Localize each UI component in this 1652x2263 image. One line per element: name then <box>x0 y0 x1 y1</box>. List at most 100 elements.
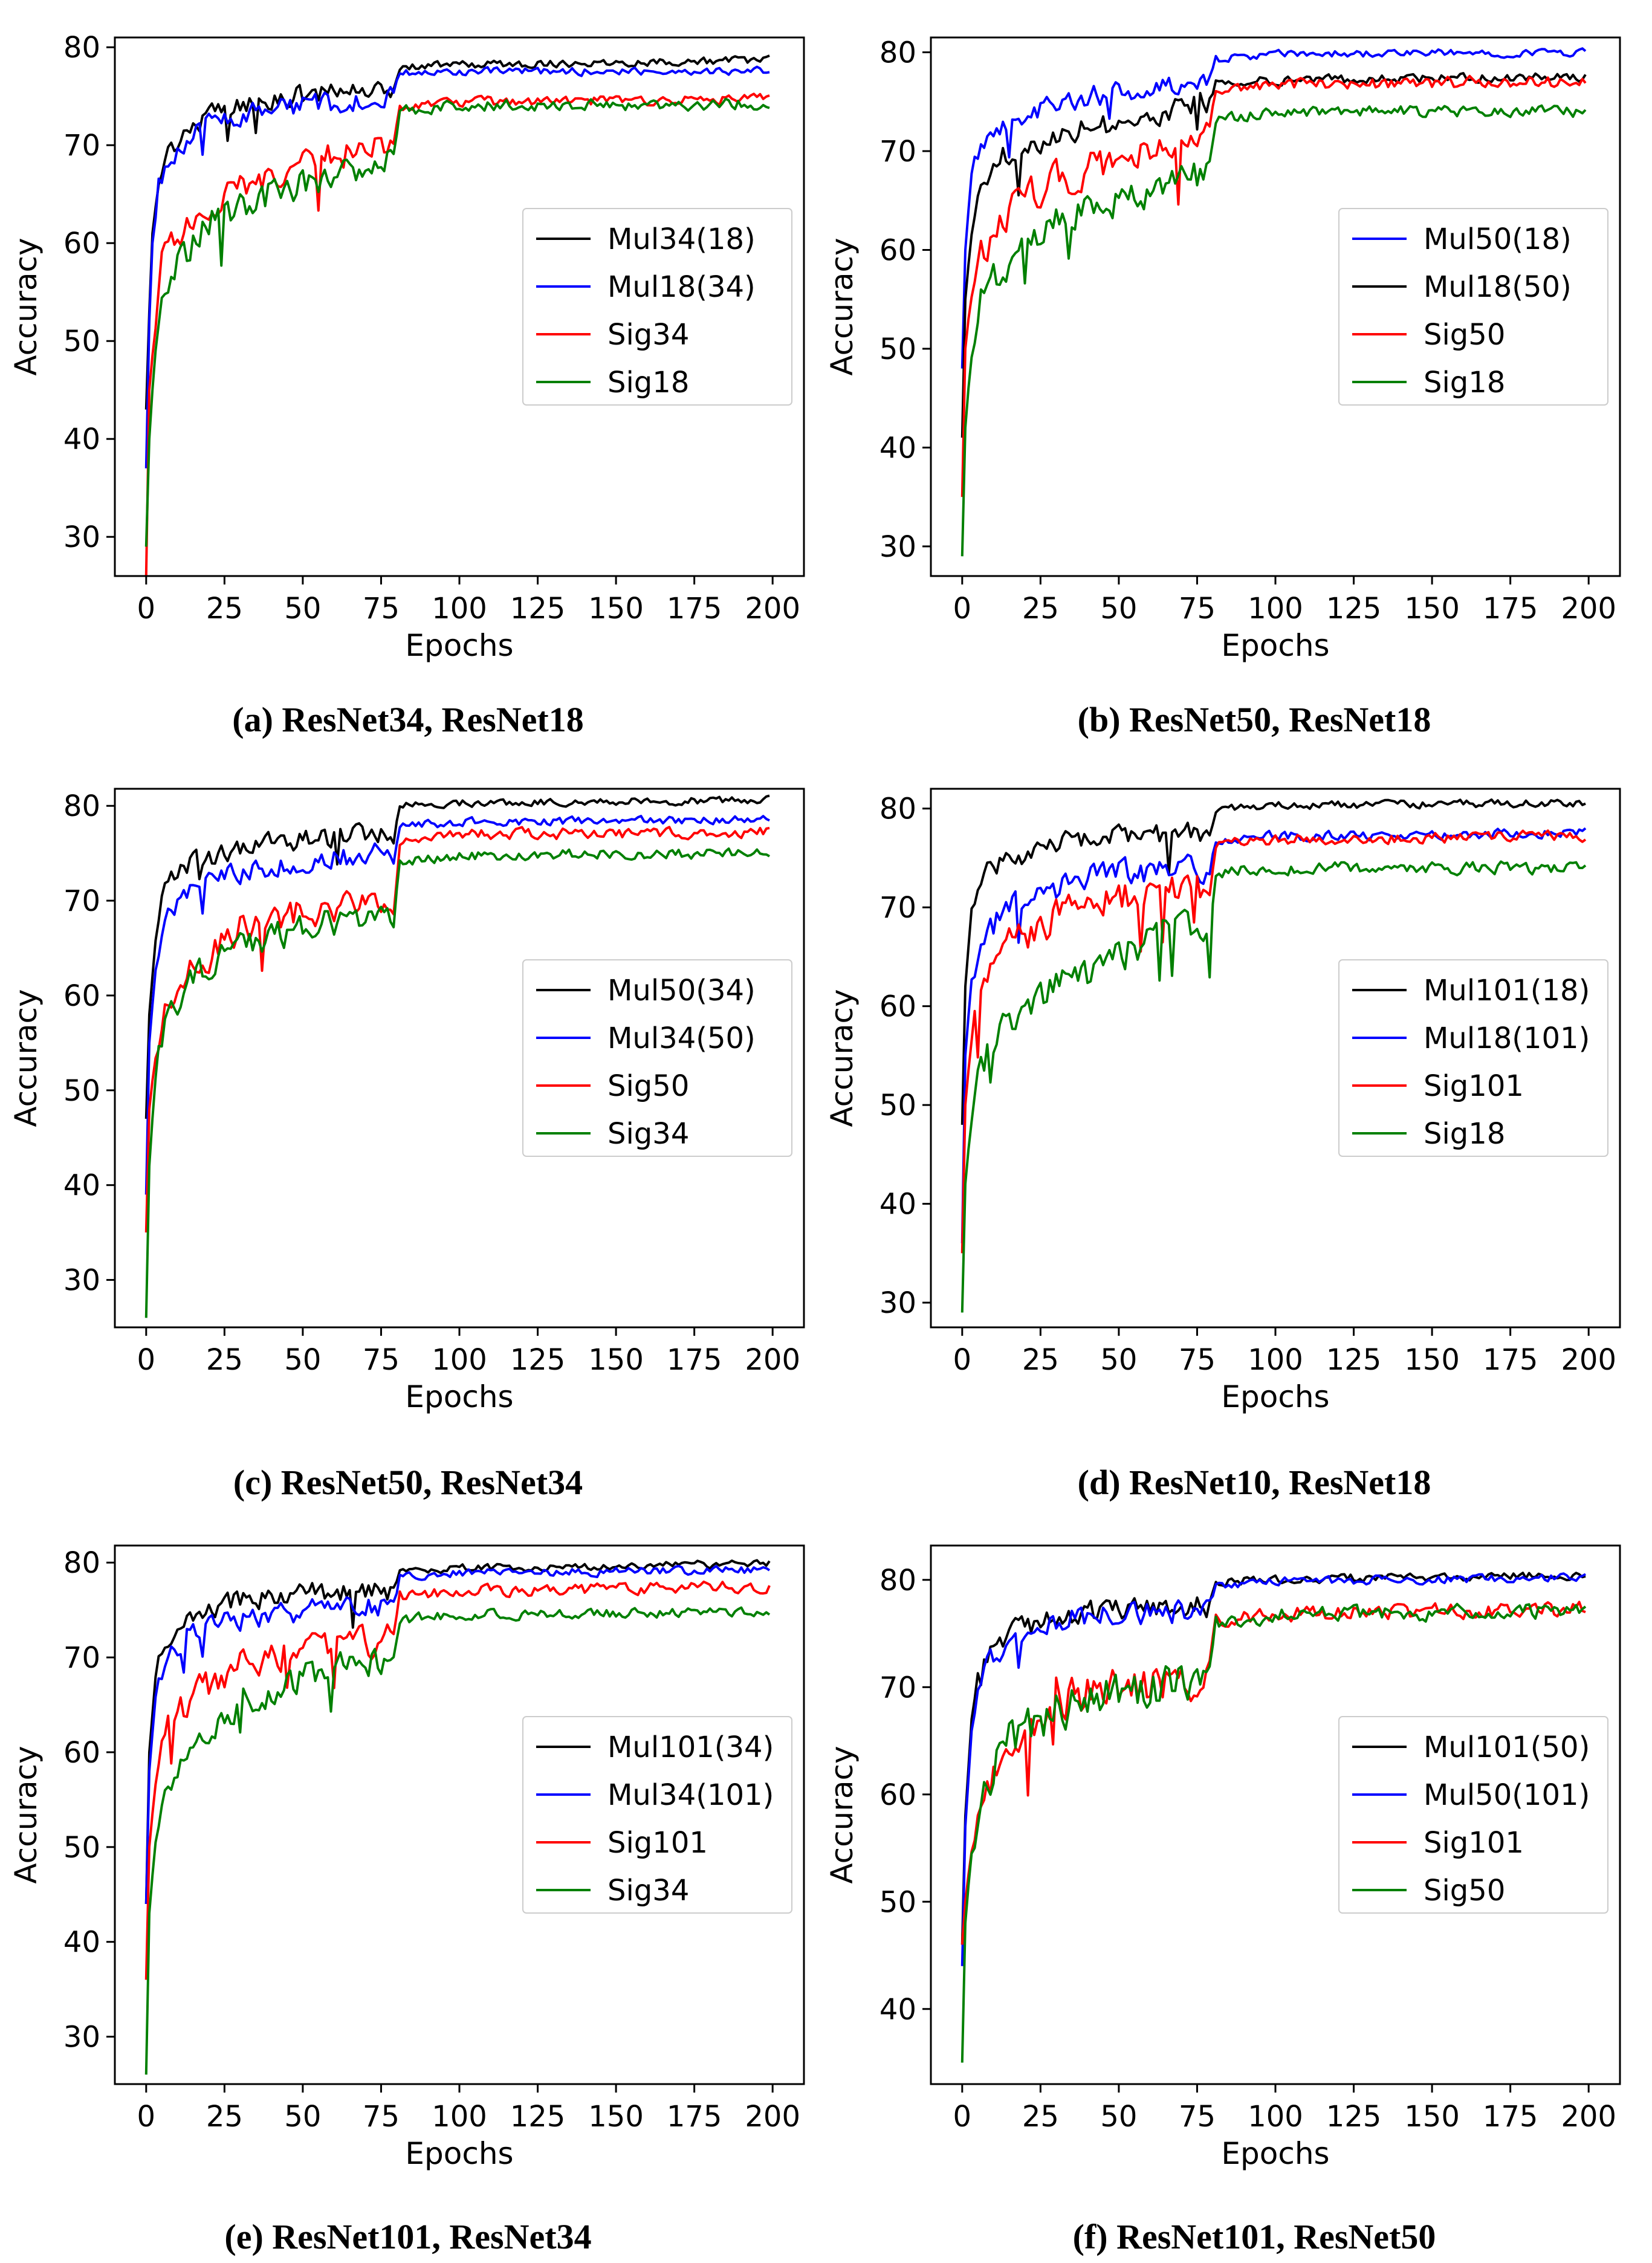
y-tick-label: 30 <box>879 1286 916 1320</box>
series-lines <box>144 54 770 577</box>
y-tick-label: 60 <box>879 233 916 267</box>
series-lines <box>960 47 1587 557</box>
legend-label: Mul50(18) <box>1424 222 1572 256</box>
x-tick-label: 175 <box>1483 1343 1538 1377</box>
x-tick-label: 75 <box>1179 1343 1216 1377</box>
x-tick-label: 100 <box>432 1343 487 1377</box>
series-lines <box>144 794 770 1318</box>
legend-label: Mul101(50) <box>1424 1730 1590 1764</box>
y-axis-label: Accuracy <box>824 989 860 1127</box>
y-tick-label: 50 <box>879 1885 916 1919</box>
x-axis-label: Epochs <box>1221 2136 1329 2171</box>
x-tick-label: 50 <box>1100 592 1137 626</box>
x-axis-label: Epochs <box>1221 1379 1329 1414</box>
legend-label: Sig34 <box>607 1874 689 1908</box>
legend-label: Sig101 <box>607 1826 708 1860</box>
x-tick-label: 150 <box>1404 1343 1460 1377</box>
legend: Mul101(34) Mul34(101) Sig101 Sig34 <box>522 1716 792 1914</box>
y-tick-label: 80 <box>63 31 100 65</box>
series-line-mul18-34 <box>144 65 770 468</box>
x-tick-label: 175 <box>667 2100 722 2134</box>
series-line-mul50-101 <box>960 1572 1586 1966</box>
series-line-sig34 <box>144 92 770 577</box>
legend-label: Sig50 <box>1424 1874 1505 1908</box>
series-lines <box>960 1572 1587 2063</box>
legend-label: Mul34(101) <box>607 1778 774 1812</box>
x-tick-label: 200 <box>1561 2100 1616 2134</box>
series-line-sig101 <box>144 1580 771 1980</box>
y-tick-label: 50 <box>63 325 100 358</box>
x-tick-label: 125 <box>510 1343 566 1377</box>
legend: Mul34(18) Mul18(34) Sig34 Sig18 <box>522 208 792 406</box>
x-axis-label: Epochs <box>405 1379 513 1414</box>
x-tick-label: 200 <box>1561 1343 1616 1377</box>
series-line-sig18 <box>960 104 1587 557</box>
y-tick-label: 70 <box>879 1671 916 1705</box>
legend: Mul50(34) Mul34(50) Sig50 Sig34 <box>522 959 792 1157</box>
legend: Mul50(18) Mul18(50) Sig50 Sig18 <box>1338 208 1608 406</box>
series-line-mul101-18 <box>960 798 1586 1125</box>
y-tick-label: 50 <box>879 1089 916 1122</box>
panel-caption: (a) ResNet34, ResNet18 <box>232 700 583 739</box>
y-tick-label: 80 <box>63 789 100 823</box>
y-tick-label: 80 <box>879 792 916 826</box>
x-tick-label: 200 <box>745 592 800 626</box>
legend-label: Mul18(34) <box>607 270 756 304</box>
x-tick-label: 0 <box>137 1343 156 1377</box>
chart-panel-6: 0 25 50 75 100 125 150 175 200 40 50 60 70 80 Epochs Ac… <box>824 1544 1621 2171</box>
y-tick-label: 60 <box>63 979 100 1013</box>
series-line-sig18 <box>144 97 770 547</box>
legend-label: Mul50(101) <box>1424 1778 1590 1812</box>
x-tick-label: 200 <box>745 2100 800 2134</box>
series-line-mul50-18 <box>960 47 1587 369</box>
y-tick-label: 40 <box>879 431 916 465</box>
x-tick-label: 75 <box>1179 2100 1216 2134</box>
legend-label: Sig18 <box>1424 366 1505 400</box>
chart-panel-1: 0 25 50 75 100 125 150 175 200 30 40 50 60 70 80 Epochs… <box>8 31 805 663</box>
y-tick-label: 40 <box>63 422 100 456</box>
x-tick-label: 75 <box>363 2100 400 2134</box>
x-tick-label: 75 <box>363 1343 400 1377</box>
series-line-sig34 <box>144 1606 771 2075</box>
x-tick-label: 25 <box>206 592 243 626</box>
legend-label: Mul18(101) <box>1424 1021 1590 1055</box>
y-tick-label: 80 <box>63 1546 100 1580</box>
y-tick-label: 80 <box>879 36 916 70</box>
x-tick-label: 100 <box>1248 592 1303 626</box>
x-tick-label: 0 <box>953 2100 972 2134</box>
series-line-sig50 <box>960 74 1587 497</box>
x-tick-label: 25 <box>206 1343 243 1377</box>
x-tick-label: 125 <box>510 592 566 626</box>
series-line-mul34-50 <box>144 815 770 1195</box>
x-tick-label: 0 <box>137 2100 156 2134</box>
legend-label: Mul34(18) <box>607 222 756 256</box>
x-tick-label: 175 <box>667 592 722 626</box>
legend-label: Mul101(18) <box>1424 974 1590 1008</box>
y-tick-label: 40 <box>63 1926 100 1960</box>
x-tick-label: 150 <box>1404 2100 1460 2134</box>
legend-box <box>1338 208 1608 406</box>
chart-panel-4: 0 25 50 75 100 125 150 175 200 30 40 50 60 70 80 Epochs… <box>824 788 1621 1414</box>
series-line-mul50-34 <box>144 794 770 1119</box>
x-tick-label: 200 <box>745 1343 800 1377</box>
x-tick-label: 150 <box>588 592 644 626</box>
chart-panel-5: 0 25 50 75 100 125 150 175 200 30 40 50 60 70 80 Epochs… <box>8 1544 805 2171</box>
x-tick-label: 125 <box>1326 592 1382 626</box>
y-axis-label: Accuracy <box>824 1746 860 1883</box>
y-tick-label: 70 <box>63 1641 100 1675</box>
x-tick-label: 175 <box>1483 592 1538 626</box>
x-tick-label: 100 <box>1248 2100 1303 2134</box>
y-tick-label: 50 <box>879 332 916 366</box>
y-tick-label: 50 <box>63 1831 100 1865</box>
legend-label: Sig50 <box>1424 318 1505 352</box>
y-tick-label: 80 <box>879 1564 916 1598</box>
legend-label: Sig18 <box>1424 1117 1505 1151</box>
series-line-mul34-101 <box>144 1564 771 1905</box>
x-tick-label: 150 <box>1404 592 1460 626</box>
legend-label: Mul18(50) <box>1424 270 1572 304</box>
y-axis-label: Accuracy <box>824 238 860 375</box>
legend-box <box>1338 1716 1608 1914</box>
y-tick-label: 30 <box>63 1264 100 1298</box>
series-line-sig18 <box>960 860 1587 1313</box>
